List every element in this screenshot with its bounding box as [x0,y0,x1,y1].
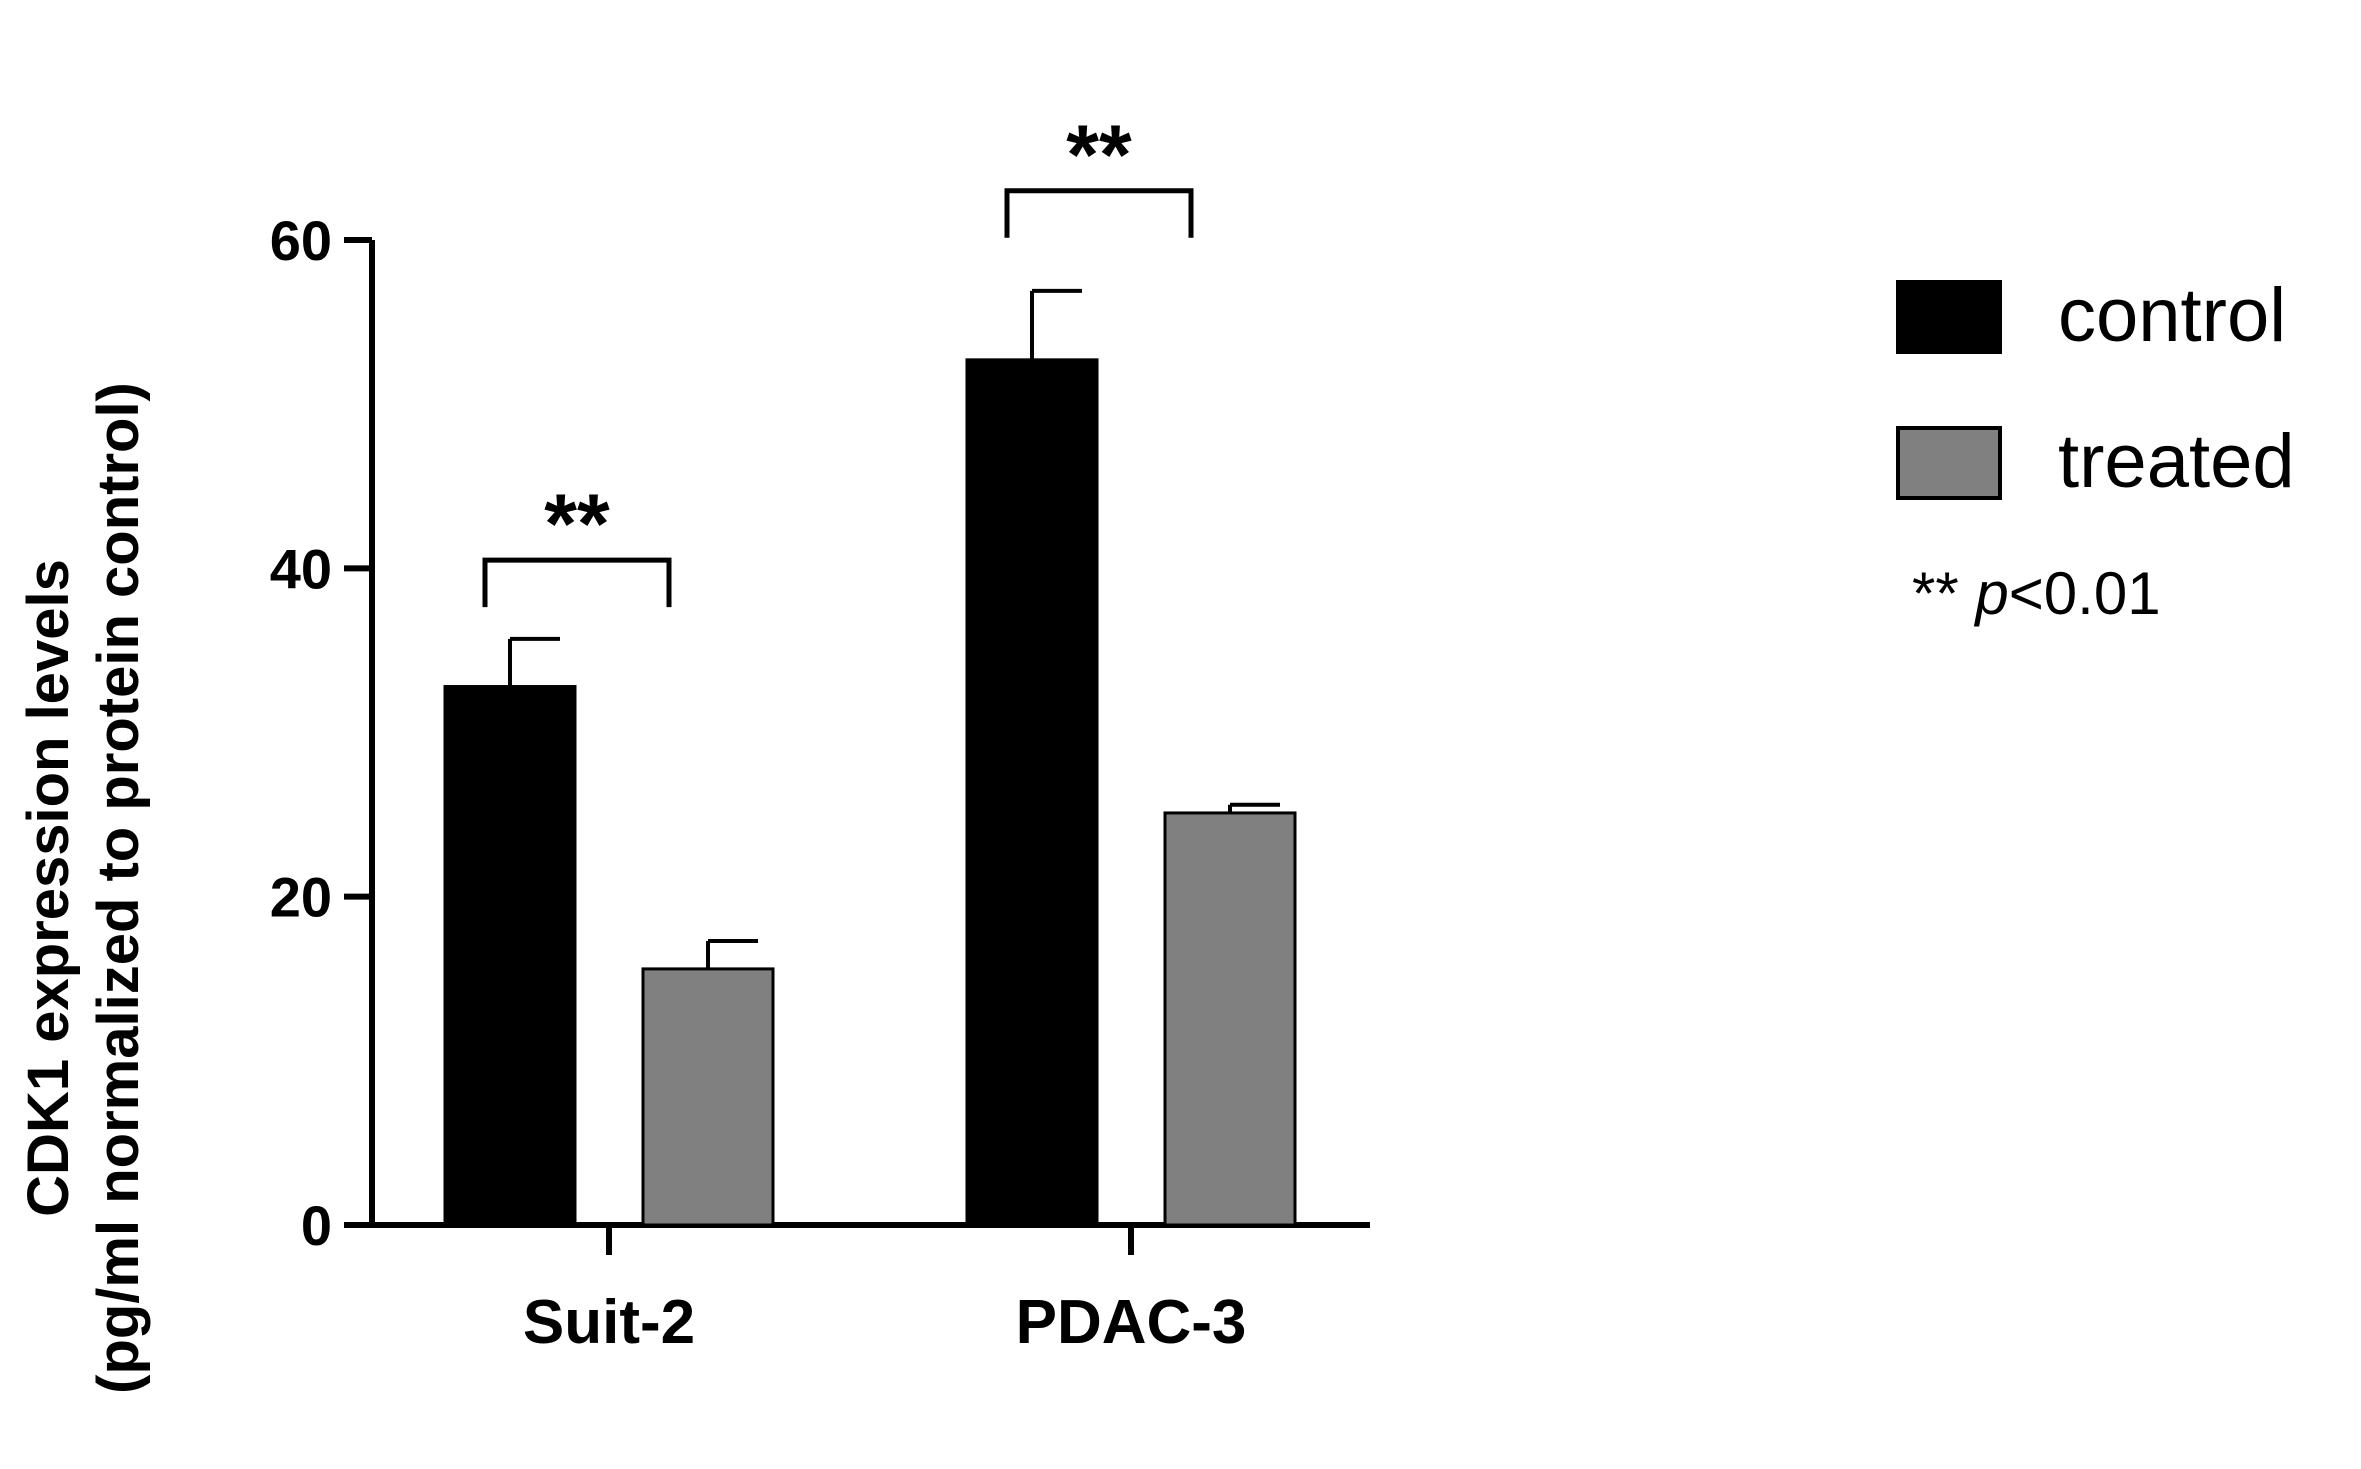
bar-treated-suit-2 [641,967,775,1227]
legend-swatch-control [1896,280,2002,354]
legend-swatch-treated [1896,426,2002,500]
y-axis-label-line2: (pg/ml normalized to protein control) [86,382,151,1394]
x-tick-label: PDAC-3 [1016,1288,1247,1357]
legend-label-treated: treated [2058,419,2295,504]
bar-treated-pdac-3 [1163,811,1297,1227]
y-tick-label: 40 [270,537,332,600]
y-tick-label: 0 [301,1194,332,1257]
y-tick-label: 20 [270,866,332,929]
legend: control treated ** p<0.01 [1896,273,2295,627]
legend-note-threshold: <0.01 [2009,560,2161,627]
y-axis-label-line1: CDK1 expression levels [16,559,81,1217]
bar-control-pdac-3 [965,358,1099,1227]
legend-label-control: control [2058,273,2286,358]
y-axis-label: CDK1 expression levels (pg/ml normalized… [16,382,151,1394]
significance-label: ** [1066,107,1132,201]
legend-note: ** p<0.01 [1912,560,2161,627]
bar-control-suit-2 [443,685,577,1227]
legend-note-stars: ** [1912,560,1975,627]
y-tick-label: 60 [270,209,332,272]
legend-note-p: p [1973,560,2008,627]
x-tick-label: Suit-2 [523,1288,695,1357]
significance-bracket [1004,188,1194,238]
significance-bracket [482,557,672,608]
plot-area: 0 20 40 60 Suit-2 PDAC-3 ** ** [270,107,1370,1357]
significance-label: ** [544,477,610,571]
